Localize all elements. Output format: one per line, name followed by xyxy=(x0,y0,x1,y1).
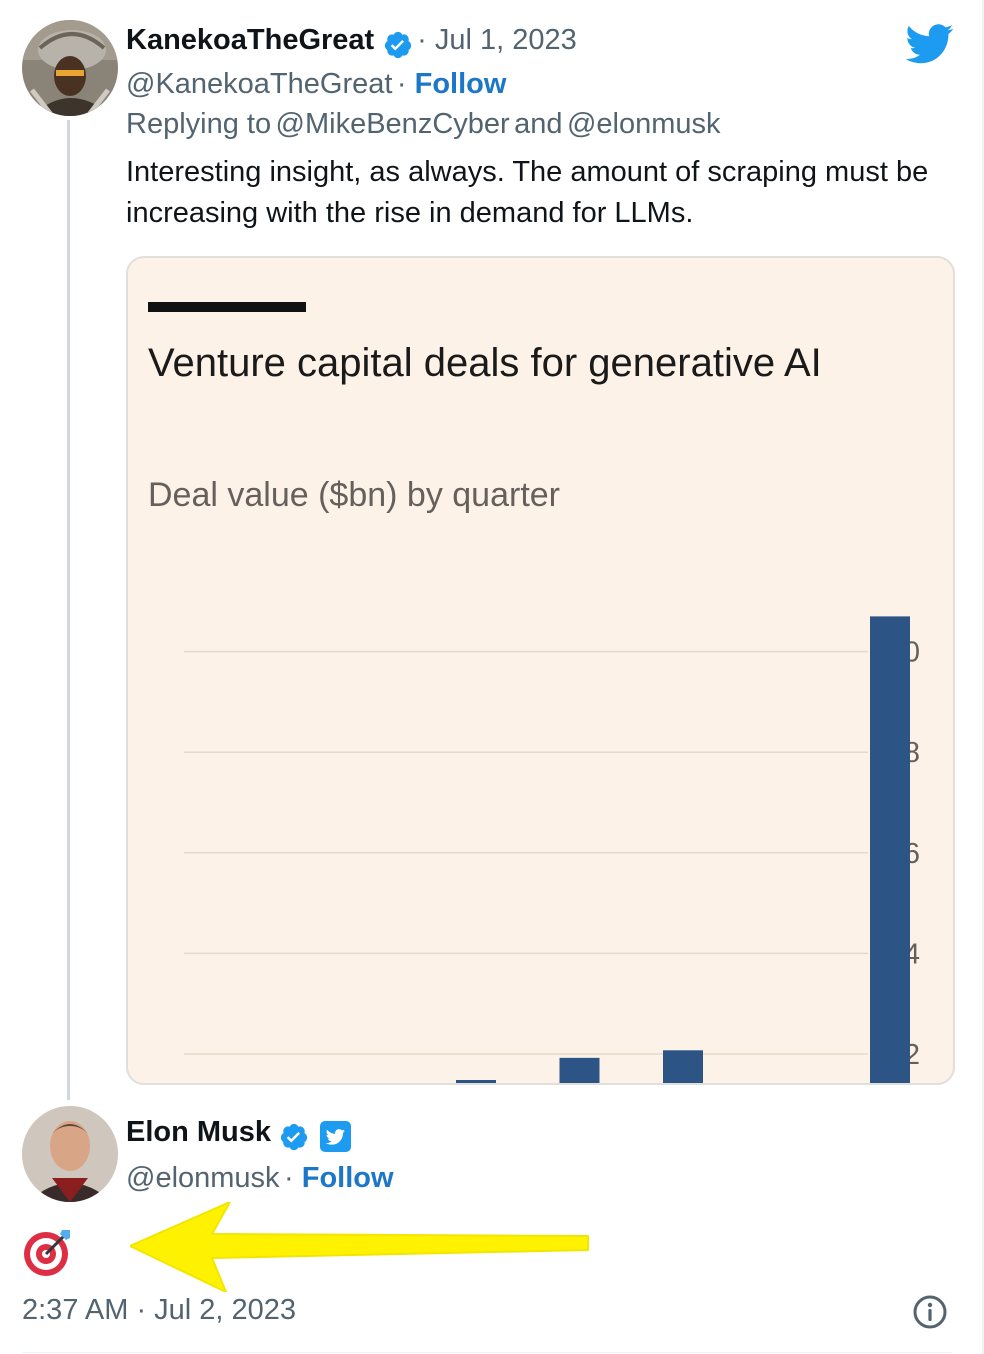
replying-and: and xyxy=(514,108,563,140)
chart-bar xyxy=(870,616,910,1083)
chart-subtitle: Deal value ($bn) by quarter xyxy=(148,476,561,514)
chart-bar xyxy=(456,1080,496,1083)
main-header-row: Elon Musk xyxy=(126,1116,351,1153)
verified-badge-icon xyxy=(275,1122,309,1152)
dot-separator: · xyxy=(284,1162,302,1194)
thread-connector-line xyxy=(67,120,70,1100)
tweet-date[interactable]: Jul 1, 2023 xyxy=(434,24,577,56)
tweet-timestamp[interactable]: 2:37 AM · Jul 2, 2023 xyxy=(22,1294,297,1326)
info-icon[interactable] xyxy=(912,1294,948,1335)
dot-separator: · xyxy=(396,68,415,100)
avatar-kanekoa[interactable] xyxy=(22,20,118,116)
author-name[interactable]: KanekoaTheGreat xyxy=(126,24,375,56)
mention-link[interactable]: @MikeBenzCyber xyxy=(275,108,510,140)
chart-title: Venture capital deals for generative AI xyxy=(148,341,822,385)
replying-to-row: Replying to @MikeBenzCyber and @elonmusk xyxy=(126,108,721,141)
tweet-text: Interesting insight, as always. The amou… xyxy=(126,156,929,229)
verified-badge-icon xyxy=(379,30,413,60)
author-handle[interactable]: @KanekoaTheGreat xyxy=(126,68,393,100)
avatar-elonmusk[interactable] xyxy=(22,1106,118,1202)
direct-hit-icon xyxy=(22,1226,74,1283)
bar-chart: 246810 xyxy=(184,616,920,1083)
follow-button[interactable]: Follow xyxy=(414,68,507,100)
chart-bar xyxy=(663,1050,703,1083)
handle-row: @elonmusk · Follow xyxy=(126,1162,394,1195)
replying-prefix: Replying to xyxy=(126,108,272,140)
dot-separator: · xyxy=(417,24,435,56)
bottom-divider xyxy=(22,1352,952,1353)
chart-image-card[interactable]: Venture capital deals for generative AI … xyxy=(126,256,955,1085)
follow-button[interactable]: Follow xyxy=(301,1162,394,1194)
mention-link[interactable]: @elonmusk xyxy=(566,108,721,140)
author-handle[interactable]: @elonmusk xyxy=(126,1162,280,1194)
author-name[interactable]: Elon Musk xyxy=(126,1116,272,1148)
chart-header-bar xyxy=(148,302,306,312)
twitter-bird-icon[interactable] xyxy=(905,24,954,69)
twitter-affiliation-badge-icon[interactable] xyxy=(319,1121,351,1153)
handle-row: @KanekoaTheGreat · Follow xyxy=(126,68,506,101)
chart-bar xyxy=(559,1057,600,1083)
reply-header-row: KanekoaTheGreat · Jul 1, 2023 xyxy=(126,24,577,60)
yellow-arrow-annotation xyxy=(129,1201,600,1297)
right-frame-edge xyxy=(982,0,984,1354)
